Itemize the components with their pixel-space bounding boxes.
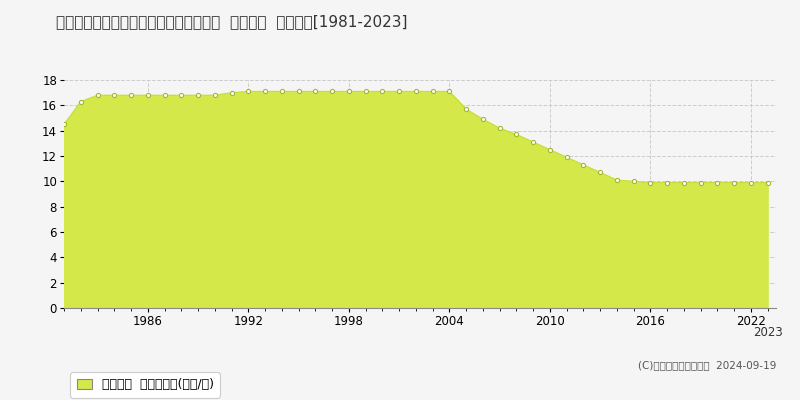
- Text: 2023: 2023: [753, 326, 782, 339]
- Text: 青森県弘前市大字豊原２丁目１３番１８  公示地価  地価推移[1981-2023]: 青森県弘前市大字豊原２丁目１３番１８ 公示地価 地価推移[1981-2023]: [56, 14, 407, 29]
- Legend: 公示地価  平均坪単価(万円/坪): 公示地価 平均坪単価(万円/坪): [70, 372, 220, 398]
- Text: (C)土地価格ドットコム  2024-09-19: (C)土地価格ドットコム 2024-09-19: [638, 360, 776, 370]
